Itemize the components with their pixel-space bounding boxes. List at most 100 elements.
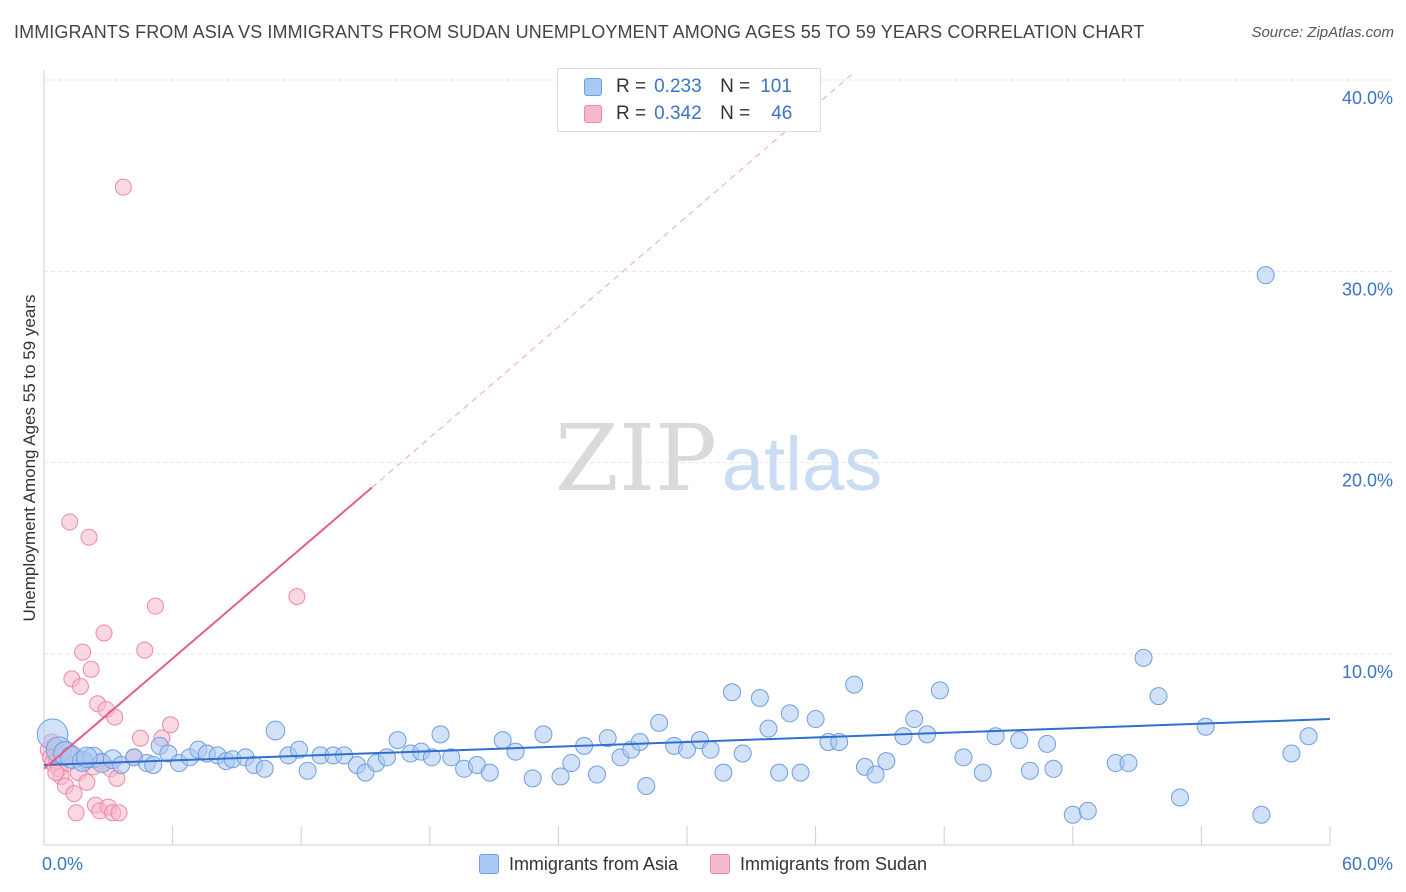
y-tick-label: 30.0% [1342,279,1393,299]
sudan-point [67,804,85,822]
asia-point [973,763,992,782]
asia-point [388,731,407,750]
asia-point [587,765,606,784]
y-tick-label: 10.0% [1342,662,1393,682]
tick-labels: 10.0% 20.0% 30.0% 40.0% 0.0% 60.0% [42,88,1393,874]
sudan-point [161,716,179,734]
sudan-point [106,708,124,726]
asia-point [637,777,656,796]
series-legend-sudan[interactable]: Immigrants from Sudan [709,853,928,875]
asia-point [523,769,542,788]
sudan-point [65,785,83,803]
asia-point [905,710,924,729]
asia-point [1063,805,1082,824]
asia-point [1134,648,1153,667]
sudan-point [131,729,149,747]
sudan-point [95,624,113,642]
grid-lines [44,79,1392,655]
asia-point [1196,717,1215,736]
asia-point [480,763,499,782]
asia-point [806,710,825,729]
sudan-point [288,588,306,606]
x-tick-label-min: 0.0% [42,854,83,874]
asia-trend-line [43,718,1331,766]
series-legend: Immigrants from Asia Immigrants from Sud… [0,851,1406,877]
trend-lines [43,71,1331,770]
asia-point [830,733,849,752]
asia-point [1038,734,1057,753]
watermark: ZIP atlas [555,405,882,512]
asia-point [630,733,649,752]
sudan-point [146,597,164,615]
asia-point [1282,744,1301,763]
chart-title: IMMIGRANTS FROM ASIA VS IMMIGRANTS FROM … [14,22,1145,42]
asia-point [701,740,720,759]
y-axis-label: Unemployment Among Ages 55 to 59 years [20,294,39,622]
asia-point [759,719,778,738]
x-tick-label-max: 60.0% [1342,854,1393,874]
sudan-point [80,528,98,546]
legend-row-asia: R = 0.233 N = 101 [584,75,792,99]
y-tick-label: 40.0% [1342,88,1393,108]
asia-point [894,727,913,746]
asia-point [750,689,769,708]
watermark-atlas: atlas [722,422,883,507]
axes [43,70,1331,846]
asia-point [377,748,396,767]
asia-point [930,681,949,700]
asia-point [298,761,317,780]
asia-point [422,748,441,767]
asia-point [733,744,752,763]
series-swatch-asia [478,854,499,874]
asia-point [506,742,525,761]
asia-point [877,752,896,771]
correlation-legend: R = 0.233 N = 101 R = 0.342 N = 46 [557,68,821,132]
asia-point [1078,801,1097,820]
sudan-point [114,178,132,196]
legend-swatch-sudan [584,105,602,123]
sudan-point [136,641,154,659]
asia-point [551,767,570,786]
legend-r-label-asia: R = [616,76,647,97]
legend-n-value-sudan: 46 [771,103,793,124]
asia-point [255,759,274,778]
sudan-point [74,643,92,661]
series-label-asia: Immigrants from Asia [508,853,678,874]
legend-row-sudan: R = 0.342 N = 46 [584,102,792,126]
asia-point [144,755,163,774]
watermark-zip: ZIP [555,405,717,512]
asia-point [442,748,461,767]
asia-points [36,266,1318,824]
sudan-point [78,773,96,791]
legend-r-value-sudan: 0.342 [654,103,702,124]
asia-point [845,675,864,694]
sudan-point [82,660,100,678]
sudan-trend-line [43,486,373,770]
y-tick-label: 20.0% [1342,471,1393,491]
series-label-sudan: Immigrants from Sudan [739,853,928,874]
sudan-point [61,513,79,531]
legend-n-value-asia: 101 [760,76,792,97]
legend-n-label-sudan: N = [720,103,751,124]
sudan-points [39,178,306,822]
sudan-point [71,678,89,696]
sudan-point [110,804,128,822]
asia-point [1256,266,1275,285]
series-swatch-sudan [709,854,730,874]
asia-point [1149,687,1168,706]
asia-point [723,683,742,702]
series-legend-asia[interactable]: Immigrants from Asia [478,853,678,875]
asia-point [1119,754,1138,773]
asia-point [1252,805,1271,824]
asia-point [1299,727,1318,746]
asia-point [265,720,286,741]
legend-n-label-asia: N = [720,76,751,97]
asia-point [780,704,799,723]
asia-point [954,748,973,767]
asia-point [598,729,617,748]
source-label: Source: ZipAtlas.com [1251,24,1394,41]
asia-point [866,765,885,784]
asia-point [290,740,309,759]
asia-point [534,725,553,744]
